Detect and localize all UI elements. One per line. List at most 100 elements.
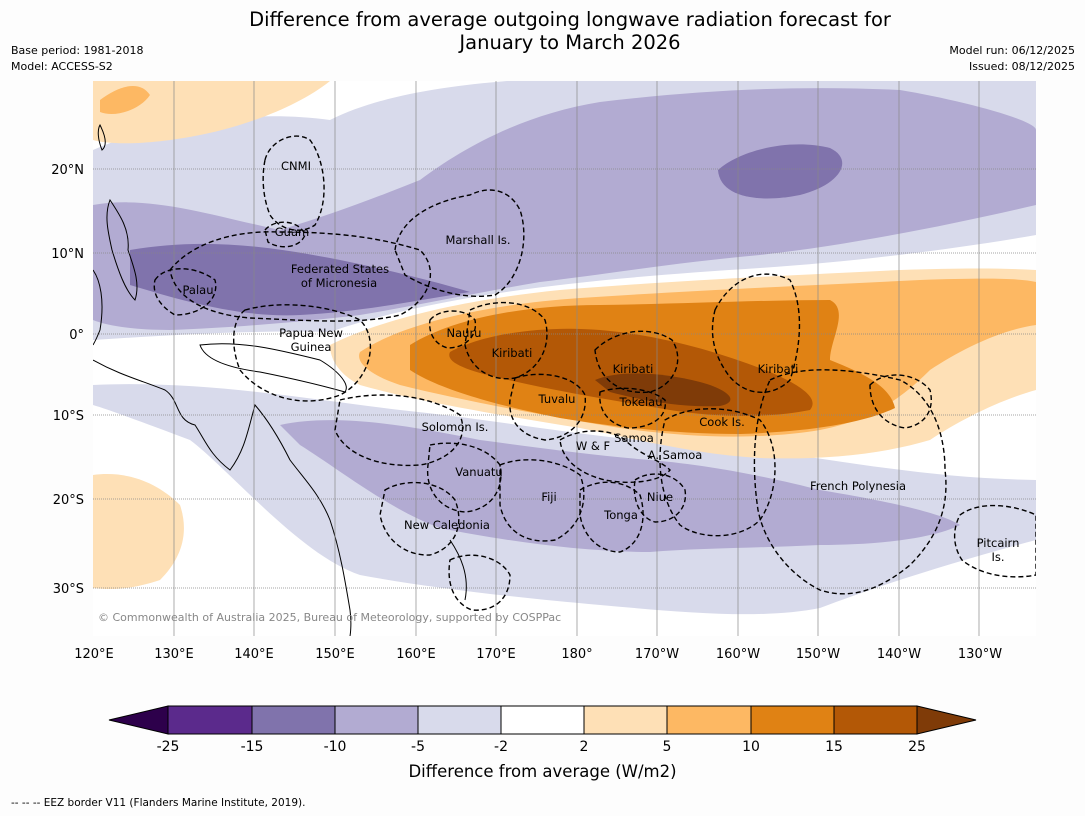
label-kiribati-phoenix: Kiribati: [613, 362, 654, 376]
label-fsm-2: of Micronesia: [301, 276, 377, 290]
colorbar-swatch: [167, 705, 253, 735]
label-guam: Guam: [275, 225, 309, 239]
label-tokelau: Tokelau: [619, 395, 663, 409]
lat-label: 20°S: [53, 493, 84, 508]
anomaly-darkest-brown-core: [595, 373, 731, 407]
label-vanuatu: Vanuatu: [455, 465, 502, 479]
colorbar-swatch: [251, 705, 336, 735]
map-title: Difference from average outgoing longwav…: [0, 8, 1085, 54]
lon-label: 140°W: [877, 647, 921, 662]
label-fiji: Fiji: [541, 490, 556, 504]
eez-cook: [659, 408, 776, 537]
eez-french-polynesia: [753, 369, 947, 595]
lon-label: 130°W: [958, 647, 1002, 662]
eez-new-caledonia: [379, 481, 460, 556]
colorbar-swatch: [334, 705, 419, 735]
eez-norfolk: [448, 554, 511, 611]
eez-marshall: [394, 189, 525, 297]
eez-fsm: [169, 231, 431, 322]
colorbar-ticks: -25 -15 -10 -5 -2 2 5 10 15 25: [157, 739, 926, 755]
anomaly-dark-purple-hawaii: [718, 144, 843, 199]
anomaly-orange-northwest: [100, 85, 150, 115]
anomaly-dark-purple-micronesia: [130, 243, 470, 316]
label-wallis-futuna: W & F: [576, 439, 610, 453]
coastline-taiwan: [97, 123, 106, 151]
map-area: [93, 81, 1036, 636]
lat-label: 20°N: [51, 163, 84, 178]
eez-tonga: [579, 481, 644, 553]
colorbar-tick: -25: [157, 739, 180, 755]
eez-nauru: [428, 310, 477, 349]
eez-png: [232, 304, 372, 402]
label-tuvalu: Tuvalu: [538, 392, 576, 406]
label-solomon: Solomon Is.: [422, 420, 489, 434]
lon-label: 170°W: [635, 647, 679, 662]
lat-axis-labels: 20°N 10°N 0° 10°S 20°S 30°S: [51, 163, 84, 597]
eez-tokelau: [599, 387, 666, 429]
lat-label: 30°S: [53, 582, 84, 597]
meta-left: Base period: 1981-2018 Model: ACCESS-S2: [11, 43, 143, 75]
eez-kiribati-line: [711, 273, 801, 394]
label-kiribati-line: Kiribati: [758, 362, 799, 376]
lon-label: 150°W: [796, 647, 840, 662]
eez-pitcairn: [953, 504, 1036, 578]
eez-solomon: [334, 394, 464, 467]
lon-axis-labels: 120°E 130°E 140°E 150°E 160°E 170°E 180°…: [74, 647, 1002, 662]
anomaly-mid-purple-south: [280, 420, 960, 552]
label-pitcairn-2: Is.: [991, 550, 1004, 564]
label-cook: Cook Is.: [699, 415, 744, 429]
label-new-caledonia: New Caledonia: [404, 518, 490, 532]
colorbar-title: Difference from average (W/m2): [408, 762, 677, 781]
colorbar-swatch: [833, 705, 918, 735]
colorbar-swatch: [750, 705, 835, 735]
colorbar-swatch: [500, 705, 585, 735]
colorbar: [108, 705, 977, 735]
eez-wallis-samoa: [559, 430, 671, 483]
eez-vanuatu: [426, 442, 502, 513]
eez-kiribati-phoenix: [594, 330, 679, 394]
colorbar-tick: 15: [825, 739, 843, 755]
label-fsm-1: Federated States: [291, 262, 389, 276]
colorbar-swatch: [583, 705, 668, 735]
label-niue: Niue: [647, 490, 673, 504]
issued-date: Issued: 08/12/2025: [968, 60, 1075, 73]
region-labels: CNMI Guam Marshall Is. Federated States …: [183, 159, 1020, 564]
coastline-new-zealand-north: [449, 539, 467, 601]
base-period: Base period: 1981-2018: [11, 44, 144, 57]
title-line-2: January to March 2026: [459, 31, 681, 54]
colorbar-tick: 25: [908, 739, 926, 755]
meta-right: Model run: 06/12/2025 Issued: 08/12/2025: [949, 43, 1075, 75]
colorbar-tick: 2: [580, 739, 589, 755]
lon-label: 160°E: [396, 647, 436, 662]
label-samoa: Samoa: [614, 431, 654, 445]
label-nauru: Nauru: [447, 326, 482, 340]
label-kiribati-gilbert: Kiribati: [492, 346, 533, 360]
lon-label: 170°E: [476, 647, 516, 662]
label-png-1: Papua New: [279, 326, 343, 340]
colorbar-tick: -15: [241, 739, 264, 755]
eez-kiribati-gilbert: [464, 301, 548, 380]
title-line-1: Difference from average outgoing longwav…: [249, 8, 891, 31]
lon-label: 130°E: [154, 647, 194, 662]
coastline-borneo: [93, 269, 103, 346]
label-png-2: Guinea: [291, 340, 332, 354]
anomaly-light-orange-northwest: [93, 81, 330, 144]
label-cnmi: CNMI: [281, 159, 311, 173]
lon-label: 150°E: [315, 647, 355, 662]
eez-legend-note: -- -- -- EEZ border V11 (Flanders Marine…: [11, 797, 306, 809]
model-name: Model: ACCESS-S2: [11, 60, 113, 73]
eez-palau: [153, 268, 217, 316]
lat-label: 10°S: [53, 409, 84, 424]
colorbar-tick: 5: [663, 739, 672, 755]
colorbar-swatch: [417, 705, 502, 735]
eez-cnmi: [262, 135, 325, 231]
eez-guam: [264, 221, 306, 248]
lon-label: 180°: [561, 647, 592, 662]
lon-label: 160°W: [716, 647, 760, 662]
lon-label: 120°E: [74, 647, 114, 662]
coastline-philippines: [106, 198, 138, 301]
copyright-notice: © Commonwealth of Australia 2025, Bureau…: [98, 611, 561, 624]
label-american-samoa: A. Samoa: [648, 448, 703, 462]
colorbar-swatch: [666, 705, 752, 735]
